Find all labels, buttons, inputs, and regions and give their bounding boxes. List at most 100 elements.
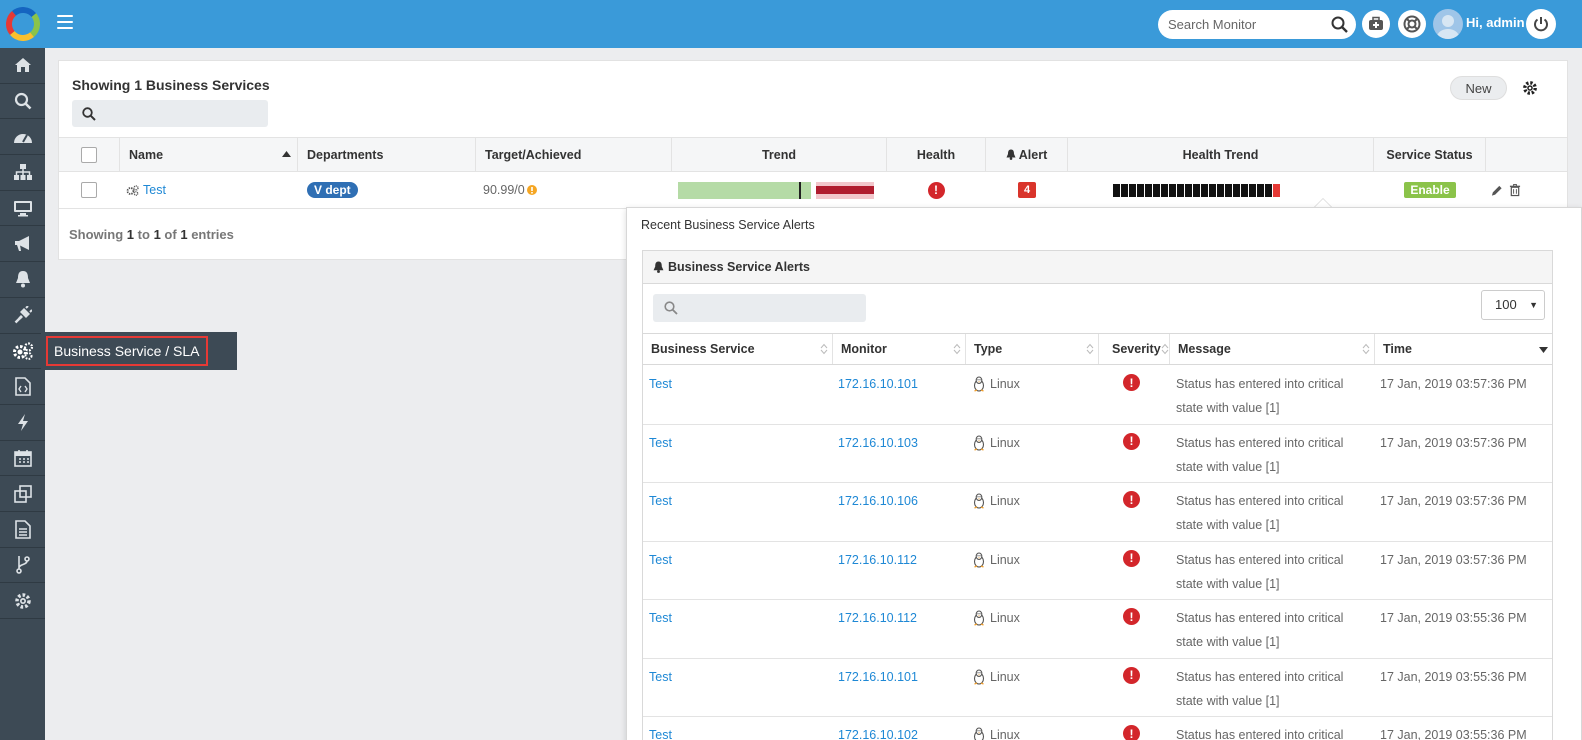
- alert-service-link[interactable]: Test: [649, 435, 672, 450]
- column-header-target[interactable]: Target/Achieved: [475, 138, 671, 171]
- health-trend-ok-cell[interactable]: [1217, 183, 1224, 197]
- health-trend-critical-cell[interactable]: [1273, 183, 1280, 197]
- services-table-header: Name Departments Target/Achieved Trend H…: [59, 137, 1567, 172]
- health-trend-ok-cell[interactable]: [1121, 183, 1128, 197]
- column-header-name[interactable]: Name: [119, 138, 297, 171]
- sidebar-item-settings[interactable]: [0, 583, 45, 619]
- column-header-departments[interactable]: Departments: [297, 138, 475, 171]
- logo-icon: [5, 7, 40, 41]
- alert-monitor-link[interactable]: 172.16.10.101: [838, 377, 918, 391]
- alert-monitor-link[interactable]: 172.16.10.102: [838, 728, 918, 740]
- service-name-link[interactable]: Test: [143, 183, 166, 197]
- alert-monitor-link[interactable]: 172.16.10.112: [838, 552, 918, 567]
- avatar[interactable]: [1433, 9, 1463, 39]
- health-trend-ok-cell[interactable]: [1113, 183, 1120, 197]
- alert-monitor-link[interactable]: 172.16.10.112: [838, 611, 918, 625]
- sidebar-item-actions[interactable]: [0, 405, 45, 441]
- user-greeting[interactable]: Hi, admin: [1466, 15, 1525, 30]
- column-header-message[interactable]: Message: [1169, 334, 1374, 364]
- health-trend-ok-cell[interactable]: [1145, 183, 1152, 197]
- sidebar-item-topology[interactable]: [0, 155, 45, 191]
- column-header-alert: Alert: [985, 138, 1067, 171]
- health-trend-ok-cell[interactable]: [1177, 183, 1184, 197]
- health-trend-ok-cell[interactable]: [1209, 183, 1216, 197]
- health-trend-ok-cell[interactable]: [1153, 183, 1160, 197]
- alert-time: 17 Jan, 2019 03:57:36 PM: [1380, 435, 1527, 450]
- sidebar-item-plugins[interactable]: [0, 298, 45, 334]
- alert-time: 17 Jan, 2019 03:57:36 PM: [1380, 552, 1527, 567]
- health-trend-ok-cell[interactable]: [1137, 183, 1144, 197]
- sidebar-item-schedule[interactable]: [0, 441, 45, 477]
- page-title: Showing 1 Business Services: [72, 77, 270, 93]
- medkit-icon[interactable]: [1362, 10, 1390, 38]
- column-header-monitor[interactable]: Monitor: [832, 334, 965, 364]
- alert-time: 17 Jan, 2019 03:57:36 PM: [1380, 494, 1527, 508]
- select-all-checkbox[interactable]: [81, 146, 97, 163]
- sidebar-item-scripts[interactable]: [0, 369, 45, 405]
- row-checkbox[interactable]: [81, 182, 97, 198]
- alert-service-link[interactable]: Test: [649, 494, 672, 508]
- health-trend-ok-cell[interactable]: [1233, 183, 1240, 197]
- target-achieved-value: 90.99/0: [483, 183, 525, 197]
- alerts-search-box[interactable]: [653, 294, 866, 322]
- search-icon[interactable]: [1331, 16, 1348, 36]
- health-trend-ok-cell[interactable]: [1185, 183, 1192, 197]
- column-header-health: Health: [886, 138, 985, 171]
- health-trend-ok-cell[interactable]: [1265, 183, 1272, 197]
- health-trend-ok-cell[interactable]: [1249, 183, 1256, 197]
- alert-type: Linux: [990, 435, 1020, 450]
- sidebar-item-home[interactable]: [0, 48, 45, 84]
- alert-monitor-link[interactable]: 172.16.10.101: [838, 669, 918, 684]
- delete-icon[interactable]: [1509, 183, 1521, 197]
- settings-gear-icon[interactable]: [1522, 80, 1538, 99]
- search-monitor-box[interactable]: [1158, 10, 1356, 39]
- alert-service-link[interactable]: Test: [649, 611, 672, 625]
- services-search-box[interactable]: [72, 100, 268, 127]
- alert-monitor-link[interactable]: 172.16.10.103: [838, 435, 918, 450]
- column-header-severity[interactable]: Severity: [1098, 334, 1169, 364]
- health-trend-ok-cell[interactable]: [1225, 183, 1232, 197]
- health-trend-bar[interactable]: [1113, 183, 1280, 197]
- alert-service-link[interactable]: Test: [649, 728, 672, 740]
- sidebar-item-search[interactable]: [0, 84, 45, 120]
- health-trend-ok-cell[interactable]: [1129, 183, 1136, 197]
- alert-service-link[interactable]: Test: [649, 552, 672, 567]
- alert-count-badge[interactable]: 4: [1017, 182, 1037, 198]
- health-trend-ok-cell[interactable]: [1193, 183, 1200, 197]
- health-trend-ok-cell[interactable]: [1201, 183, 1208, 197]
- search-monitor-input[interactable]: [1158, 10, 1318, 39]
- sidebar-item-templates[interactable]: [0, 476, 45, 512]
- health-trend-ok-cell[interactable]: [1257, 183, 1264, 197]
- status-badge[interactable]: Enable: [1404, 182, 1456, 198]
- column-header-business-service[interactable]: Business Service: [643, 334, 832, 364]
- support-icon[interactable]: [1398, 10, 1426, 38]
- app-logo[interactable]: [0, 0, 45, 48]
- alert-service-link[interactable]: Test: [649, 669, 672, 684]
- linux-icon: [973, 551, 985, 568]
- alert-service-link[interactable]: Test: [649, 377, 672, 391]
- column-header-service-status: Service Status: [1373, 138, 1485, 171]
- alerts-search-input[interactable]: [683, 294, 863, 322]
- power-icon[interactable]: [1526, 9, 1556, 39]
- search-icon: [82, 107, 96, 124]
- sidebar-item-alarms[interactable]: [0, 262, 45, 298]
- alert-monitor-link[interactable]: 172.16.10.106: [838, 494, 918, 508]
- menu-toggle-icon[interactable]: [57, 15, 73, 29]
- services-search-input[interactable]: [100, 100, 260, 127]
- column-header-time[interactable]: Time: [1374, 334, 1552, 364]
- edit-icon[interactable]: [1491, 184, 1503, 197]
- sidebar-item-workflow[interactable]: [0, 548, 45, 584]
- health-trend-ok-cell[interactable]: [1161, 183, 1168, 197]
- page-size-select[interactable]: 100 ▼: [1481, 290, 1545, 320]
- linux-icon: [973, 610, 985, 626]
- health-trend-ok-cell[interactable]: [1169, 183, 1176, 197]
- sidebar-item-monitors[interactable]: [0, 191, 45, 227]
- sidebar-item-announcements[interactable]: [0, 226, 45, 263]
- column-header-type[interactable]: Type: [965, 334, 1098, 364]
- new-button[interactable]: New: [1450, 76, 1507, 100]
- sidebar-item-dashboard[interactable]: [0, 119, 45, 156]
- sidebar-item-reports[interactable]: [0, 512, 45, 548]
- severity-critical-icon: !: [1123, 549, 1140, 567]
- table-row: Test 172.16.10.102 Linux! Status has entere…: [643, 717, 1552, 740]
- health-trend-ok-cell[interactable]: [1241, 183, 1248, 197]
